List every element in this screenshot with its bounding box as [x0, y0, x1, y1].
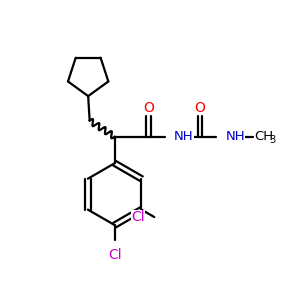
Text: O: O [195, 101, 206, 115]
Text: Cl: Cl [108, 248, 122, 262]
Text: CH: CH [254, 130, 274, 143]
Text: 3: 3 [269, 135, 275, 145]
Text: O: O [143, 101, 154, 115]
Text: NH: NH [174, 130, 194, 143]
Text: NH: NH [226, 130, 245, 143]
Text: Cl: Cl [131, 210, 145, 224]
